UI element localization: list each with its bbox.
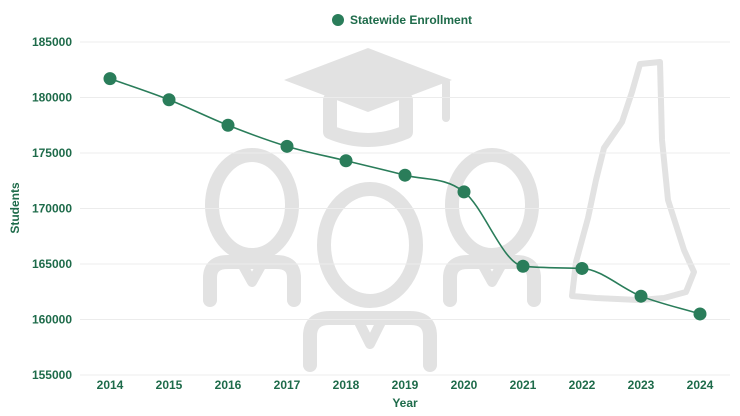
series-line-statewide-enrollment [109, 77, 701, 315]
data-point [221, 118, 235, 132]
data-points [103, 72, 707, 321]
student-right-icon [443, 148, 541, 307]
y-tick-label: 185000 [32, 35, 72, 49]
data-point [398, 168, 412, 182]
x-tick-label: 2016 [215, 378, 242, 392]
data-point [280, 139, 294, 153]
x-tick-label: 2018 [333, 378, 360, 392]
y-axis-title: Students [8, 182, 22, 234]
graduation-cap-icon [284, 48, 452, 147]
x-tick-label: 2023 [628, 378, 655, 392]
legend: Statewide Enrollment [332, 13, 472, 27]
student-center-icon [303, 182, 437, 372]
y-axis-ticks: 155000 160000 165000 170000 175000 180000 1850… [32, 35, 72, 382]
new-hampshire-map-icon [569, 59, 697, 303]
y-tick-label: 160000 [32, 313, 72, 327]
y-tick-label: 155000 [32, 368, 72, 382]
data-point [634, 289, 648, 303]
x-tick-label: 2014 [97, 378, 124, 392]
y-tick-label: 180000 [32, 91, 72, 105]
x-tick-label: 2022 [569, 378, 596, 392]
y-tick-label: 165000 [32, 257, 72, 271]
grid-lines [80, 41, 730, 376]
background-watermark [203, 48, 697, 372]
x-tick-label: 2024 [687, 378, 714, 392]
data-point [162, 93, 176, 107]
x-axis-title: Year [392, 396, 418, 410]
data-point [693, 307, 707, 321]
data-point [103, 72, 117, 86]
x-tick-label: 2015 [156, 378, 183, 392]
data-point [457, 185, 471, 199]
legend-marker [332, 14, 344, 26]
legend-label: Statewide Enrollment [350, 13, 472, 27]
x-tick-label: 2019 [392, 378, 419, 392]
x-tick-label: 2017 [274, 378, 301, 392]
data-point [516, 259, 530, 273]
y-tick-label: 175000 [32, 146, 72, 160]
y-tick-label: 170000 [32, 202, 72, 216]
x-axis-ticks: 2014 2015 2016 2017 2018 2019 2020 2021 2022 2023… [97, 378, 714, 392]
x-tick-label: 2021 [510, 378, 537, 392]
data-point [575, 261, 589, 275]
x-tick-label: 2020 [451, 378, 478, 392]
data-point [339, 154, 353, 168]
student-left-icon [203, 148, 301, 307]
